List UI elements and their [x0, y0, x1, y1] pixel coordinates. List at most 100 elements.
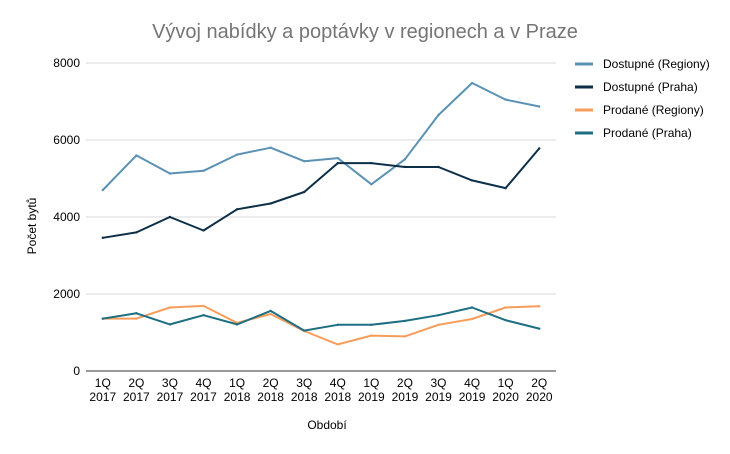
x-tick-label: 3Q 2018 [291, 376, 318, 404]
x-tick-label: 1Q 2020 [492, 376, 519, 404]
chart-title: Vývoj nabídky a poptávky v regionech a v… [152, 21, 578, 43]
x-tick-quarter: 2Q [397, 376, 413, 390]
data-point [336, 323, 339, 326]
x-tick-year: 2018 [257, 390, 284, 404]
data-point [538, 305, 541, 308]
data-point [101, 188, 104, 192]
x-tick-year: 2019 [392, 390, 419, 404]
data-point [336, 156, 339, 160]
legend-item: Dostupné (Regiony) [575, 57, 710, 71]
data-point [202, 169, 205, 172]
legend: Dostupné (Regiony) Dostupné (Praha) Prodan… [575, 57, 710, 140]
data-point [235, 323, 239, 326]
y-tick-label: 8000 [53, 56, 80, 70]
data-point [336, 161, 339, 165]
series-line [101, 82, 541, 191]
data-point [135, 154, 138, 157]
data-point [437, 313, 440, 317]
x-tick-label: 2Q 2017 [123, 376, 150, 404]
series-2 [101, 304, 541, 346]
data-point [168, 172, 172, 175]
series-lines [101, 81, 541, 346]
data-point [303, 159, 306, 163]
x-tick-label: 4Q 2018 [324, 376, 351, 404]
series-0 [101, 81, 541, 192]
x-tick-label: 1Q 2019 [358, 376, 385, 404]
x-tick-quarter: 3Q [296, 376, 312, 390]
data-point [470, 81, 474, 85]
x-tick-year: 2019 [425, 390, 452, 404]
data-point [135, 317, 138, 320]
data-point [370, 183, 373, 186]
data-point [403, 335, 407, 338]
data-point [269, 309, 272, 313]
series-1 [101, 147, 541, 239]
x-tick-year: 2020 [492, 390, 519, 404]
x-tick-quarter: 1Q [363, 376, 379, 390]
x-tick-year: 2017 [123, 390, 150, 404]
x-tick-label: 1Q 2018 [224, 376, 251, 404]
x-tick-quarter: 3Q [430, 376, 446, 390]
legend-item: Prodané (Praha) [575, 126, 692, 140]
data-point [504, 186, 507, 190]
legend-label: Prodané (Praha) [603, 126, 692, 140]
data-point [269, 146, 272, 149]
x-tick-year: 2019 [459, 390, 486, 404]
data-point [437, 113, 440, 117]
legend-label: Dostupné (Praha) [603, 80, 698, 94]
x-tick-quarter: 4Q [330, 376, 346, 390]
data-point [135, 231, 138, 234]
x-tick-quarter: 3Q [162, 376, 178, 390]
data-point [101, 317, 104, 320]
x-tick-year: 2019 [358, 390, 385, 404]
data-point [437, 323, 440, 326]
data-point [504, 98, 507, 101]
y-axis-label: Počet bytů [25, 198, 39, 255]
x-tick-quarter: 1Q [229, 376, 245, 390]
data-point [370, 334, 373, 337]
x-axis-label: Období [307, 418, 347, 432]
x-tick-quarter: 2Q [263, 376, 279, 390]
data-point [168, 215, 172, 219]
x-tick-quarter: 4Q [195, 376, 211, 390]
data-point [538, 105, 541, 108]
data-point [370, 161, 373, 165]
y-tick-label: 0 [73, 364, 80, 378]
x-tick-label: 4Q 2019 [459, 376, 486, 404]
data-point [168, 323, 172, 326]
x-tick-year: 2017 [157, 390, 184, 404]
data-point [303, 329, 306, 332]
x-tick-year: 2018 [224, 390, 251, 404]
data-point [202, 229, 205, 232]
data-point [235, 208, 239, 211]
x-tick-quarter: 1Q [498, 376, 514, 390]
data-point [235, 153, 239, 156]
data-point [135, 312, 138, 315]
data-point [202, 313, 205, 317]
data-point [403, 165, 407, 169]
data-point [470, 317, 474, 321]
data-point [504, 318, 507, 322]
x-tick-label: 3Q 2017 [157, 376, 184, 404]
series-line [101, 147, 541, 239]
series-3 [101, 306, 541, 332]
series-line [101, 304, 541, 346]
x-tick-quarter: 2Q [128, 376, 144, 390]
data-point [336, 343, 339, 346]
x-tick-label: 2Q 2018 [257, 376, 284, 404]
y-tick-label: 2000 [53, 287, 80, 301]
data-point [168, 306, 172, 309]
series-line [101, 306, 541, 332]
x-tick-quarter: 2Q [531, 376, 547, 390]
x-tick-quarter: 1Q [95, 376, 111, 390]
data-point [303, 190, 306, 194]
data-point [101, 236, 104, 239]
x-tick-label: 2Q 2019 [392, 376, 419, 404]
data-point [470, 179, 474, 182]
x-tick-label: 3Q 2019 [425, 376, 452, 404]
data-point [370, 323, 373, 326]
x-tick-label: 2Q 2020 [526, 376, 553, 404]
